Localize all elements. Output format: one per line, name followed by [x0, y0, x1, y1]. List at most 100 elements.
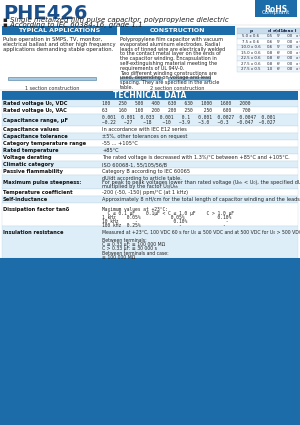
Text: 27.5 x 0.6: 27.5 x 0.6 — [241, 62, 261, 66]
Text: leads of tinned wire are electrically welded: leads of tinned wire are electrically we… — [120, 47, 225, 51]
Text: applications demanding stable operation.: applications demanding stable operation. — [3, 47, 113, 52]
Text: ~0.22   ~27    ~18    ~10   ~3.9   ~3.0   ~0.3   ~0.047  ~0.027: ~0.22 ~27 ~18 ~10 ~3.9 ~3.0 ~0.3 ~0.047 … — [102, 120, 275, 125]
Text: dU/dt according to article table.: dU/dt according to article table. — [102, 176, 182, 181]
Text: 1 section construction: 1 section construction — [25, 86, 79, 91]
Text: .00: .00 — [287, 34, 293, 38]
Text: .00: .00 — [287, 45, 293, 49]
Text: ▪ Single metalized film pulse capacitor, polypropylene dielectric: ▪ Single metalized film pulse capacitor,… — [3, 17, 229, 23]
Text: 5°: 5° — [277, 45, 281, 49]
Text: Capacitance values: Capacitance values — [3, 127, 59, 132]
Text: 100   250   500   400   630   630   1000   1600   2000: 100 250 500 400 630 630 1000 1600 2000 — [102, 101, 250, 106]
Bar — [2, 226, 298, 258]
Text: the capacitor winding. Encapsulation in: the capacitor winding. Encapsulation in — [120, 56, 217, 61]
Text: to the contact metal layer on the ends of: to the contact metal layer on the ends o… — [120, 51, 221, 57]
Text: 0.001  0.001  0.033  0.001   0.1   0.001  0.0027  0.0047  0.001: 0.001 0.001 0.033 0.001 0.1 0.001 0.0027… — [102, 115, 275, 120]
Text: Category B according to IEC 60065: Category B according to IEC 60065 — [102, 169, 190, 174]
Text: 6°: 6° — [277, 67, 281, 71]
Text: 2 section construction: 2 section construction — [150, 86, 204, 91]
Text: Capacitance range, µF: Capacitance range, µF — [3, 117, 68, 122]
Text: ▪ According to IEC 60384-16, grade 1.1: ▪ According to IEC 60384-16, grade 1.1 — [3, 22, 142, 28]
Text: x 0.6: x 0.6 — [296, 51, 300, 55]
Text: Voltage derating: Voltage derating — [3, 155, 52, 160]
Text: -55 ... +105°C: -55 ... +105°C — [102, 141, 138, 146]
Text: CONSTRUCTION: CONSTRUCTION — [150, 28, 205, 33]
Bar — [2, 154, 298, 161]
Text: Capacitance tolerance: Capacitance tolerance — [3, 134, 68, 139]
Bar — [237, 39, 300, 45]
Text: requirements of UL 94V-0.: requirements of UL 94V-0. — [120, 66, 184, 71]
Text: 1 kHz    0.05%           0.05%            0.10%: 1 kHz 0.05% 0.05% 0.10% — [102, 215, 231, 219]
Text: .00: .00 — [287, 62, 293, 66]
Text: x 0.6: x 0.6 — [296, 45, 300, 49]
Text: 0.6: 0.6 — [266, 40, 273, 44]
Text: 6°: 6° — [277, 51, 281, 55]
Text: x 0.6: x 0.6 — [296, 56, 300, 60]
Bar — [0, 258, 300, 425]
Text: Rated voltage U₀, VDC: Rated voltage U₀, VDC — [3, 101, 68, 106]
Text: Between terminals and case:: Between terminals and case: — [102, 250, 169, 255]
Text: evaporated aluminum electrodes. Radial: evaporated aluminum electrodes. Radial — [120, 42, 220, 47]
Bar — [2, 114, 298, 126]
Text: 0.6: 0.6 — [266, 45, 273, 49]
Bar — [120, 77, 162, 80]
Bar — [2, 140, 298, 147]
Text: 7.5 x 0.6: 7.5 x 0.6 — [242, 40, 260, 44]
Text: TECHNICAL DATA: TECHNICAL DATA — [113, 91, 187, 100]
Text: ≥ 100 000 MΩ: ≥ 100 000 MΩ — [102, 255, 135, 260]
Bar — [2, 147, 298, 154]
Text: 6°: 6° — [277, 62, 281, 66]
Text: RoHS: RoHS — [264, 5, 288, 14]
Bar — [237, 28, 300, 34]
Text: Approximately 8 nH/cm for the total length of capacitor winding and the leads.: Approximately 8 nH/cm for the total leng… — [102, 197, 300, 202]
Text: b: b — [299, 29, 300, 33]
Text: 5°: 5° — [277, 40, 281, 44]
Text: Temperature coefficient: Temperature coefficient — [3, 190, 73, 195]
Text: 10.0 x 0.6: 10.0 x 0.6 — [241, 45, 261, 49]
Text: 0.8: 0.8 — [266, 62, 273, 66]
Text: C ≤ 0.1 µF    0.1µF < C ≤ 1.0 µF    C > 1.0 µF: C ≤ 0.1 µF 0.1µF < C ≤ 1.0 µF C > 1.0 µF — [102, 210, 234, 215]
Bar — [2, 107, 298, 114]
Text: Pulse operation in SMPS, TV, monitor,: Pulse operation in SMPS, TV, monitor, — [3, 37, 102, 42]
Text: +85°C: +85°C — [102, 148, 119, 153]
Text: 0.8: 0.8 — [266, 51, 273, 55]
Bar — [2, 161, 298, 168]
Text: multiplied by the factor U₀/Uₕₕ: multiplied by the factor U₀/Uₕₕ — [102, 184, 178, 189]
Text: Two different winding constructions are: Two different winding constructions are — [120, 71, 217, 76]
Bar — [2, 168, 298, 175]
Text: .00: .00 — [287, 51, 293, 55]
Text: 1.0: 1.0 — [266, 67, 273, 71]
Bar — [2, 175, 298, 189]
Bar — [2, 133, 298, 140]
Bar — [237, 50, 300, 56]
Text: x 0.7: x 0.7 — [296, 67, 300, 71]
Text: Rated voltage U₀, VAC: Rated voltage U₀, VAC — [3, 108, 67, 113]
Text: TYPICAL APPLICATIONS: TYPICAL APPLICATIONS — [18, 28, 100, 33]
Text: max l: max l — [283, 29, 297, 33]
Text: C ≤ 0.33 µF: ≥ 100 000 MΩ: C ≤ 0.33 µF: ≥ 100 000 MΩ — [102, 242, 165, 247]
Text: 0.8: 0.8 — [266, 56, 273, 60]
Text: C > 0.33 µF: ≥ 30 000 s: C > 0.33 µF: ≥ 30 000 s — [102, 246, 157, 251]
Text: ±5%, other tolerances on request: ±5%, other tolerances on request — [102, 134, 188, 139]
Text: Maximum pulse steepness:: Maximum pulse steepness: — [3, 179, 81, 184]
Text: Polypropylene film capacitor with vacuum: Polypropylene film capacitor with vacuum — [120, 37, 223, 42]
Bar — [237, 61, 300, 66]
Text: e(d1): e(d1) — [272, 29, 286, 33]
Bar — [237, 34, 300, 39]
Text: self-extinguishing material meeting the: self-extinguishing material meeting the — [120, 61, 217, 66]
Bar — [120, 26, 235, 35]
Text: .00: .00 — [287, 40, 293, 44]
Text: .00: .00 — [287, 56, 293, 60]
Text: x 0.6: x 0.6 — [296, 40, 300, 44]
Bar — [2, 100, 298, 107]
Text: Compliant: Compliant — [262, 10, 290, 15]
Bar — [2, 26, 117, 35]
Bar — [237, 45, 300, 50]
Text: Self-inductance: Self-inductance — [3, 197, 48, 202]
Text: Measured at +23°C, 100 VDC 60 s for U₀ ≤ 500 VDC and at 500 VDC for U₀ > 500 VDC: Measured at +23°C, 100 VDC 60 s for U₀ ≤… — [102, 230, 300, 235]
Bar — [2, 189, 298, 196]
Text: 5.0 x 0.6: 5.0 x 0.6 — [242, 34, 260, 38]
Text: Maximum values at +23°C:: Maximum values at +23°C: — [102, 207, 168, 212]
Text: table.: table. — [120, 85, 134, 90]
Text: .00: .00 — [287, 67, 293, 71]
Text: electrical ballast and other high frequency: electrical ballast and other high freque… — [3, 42, 116, 47]
